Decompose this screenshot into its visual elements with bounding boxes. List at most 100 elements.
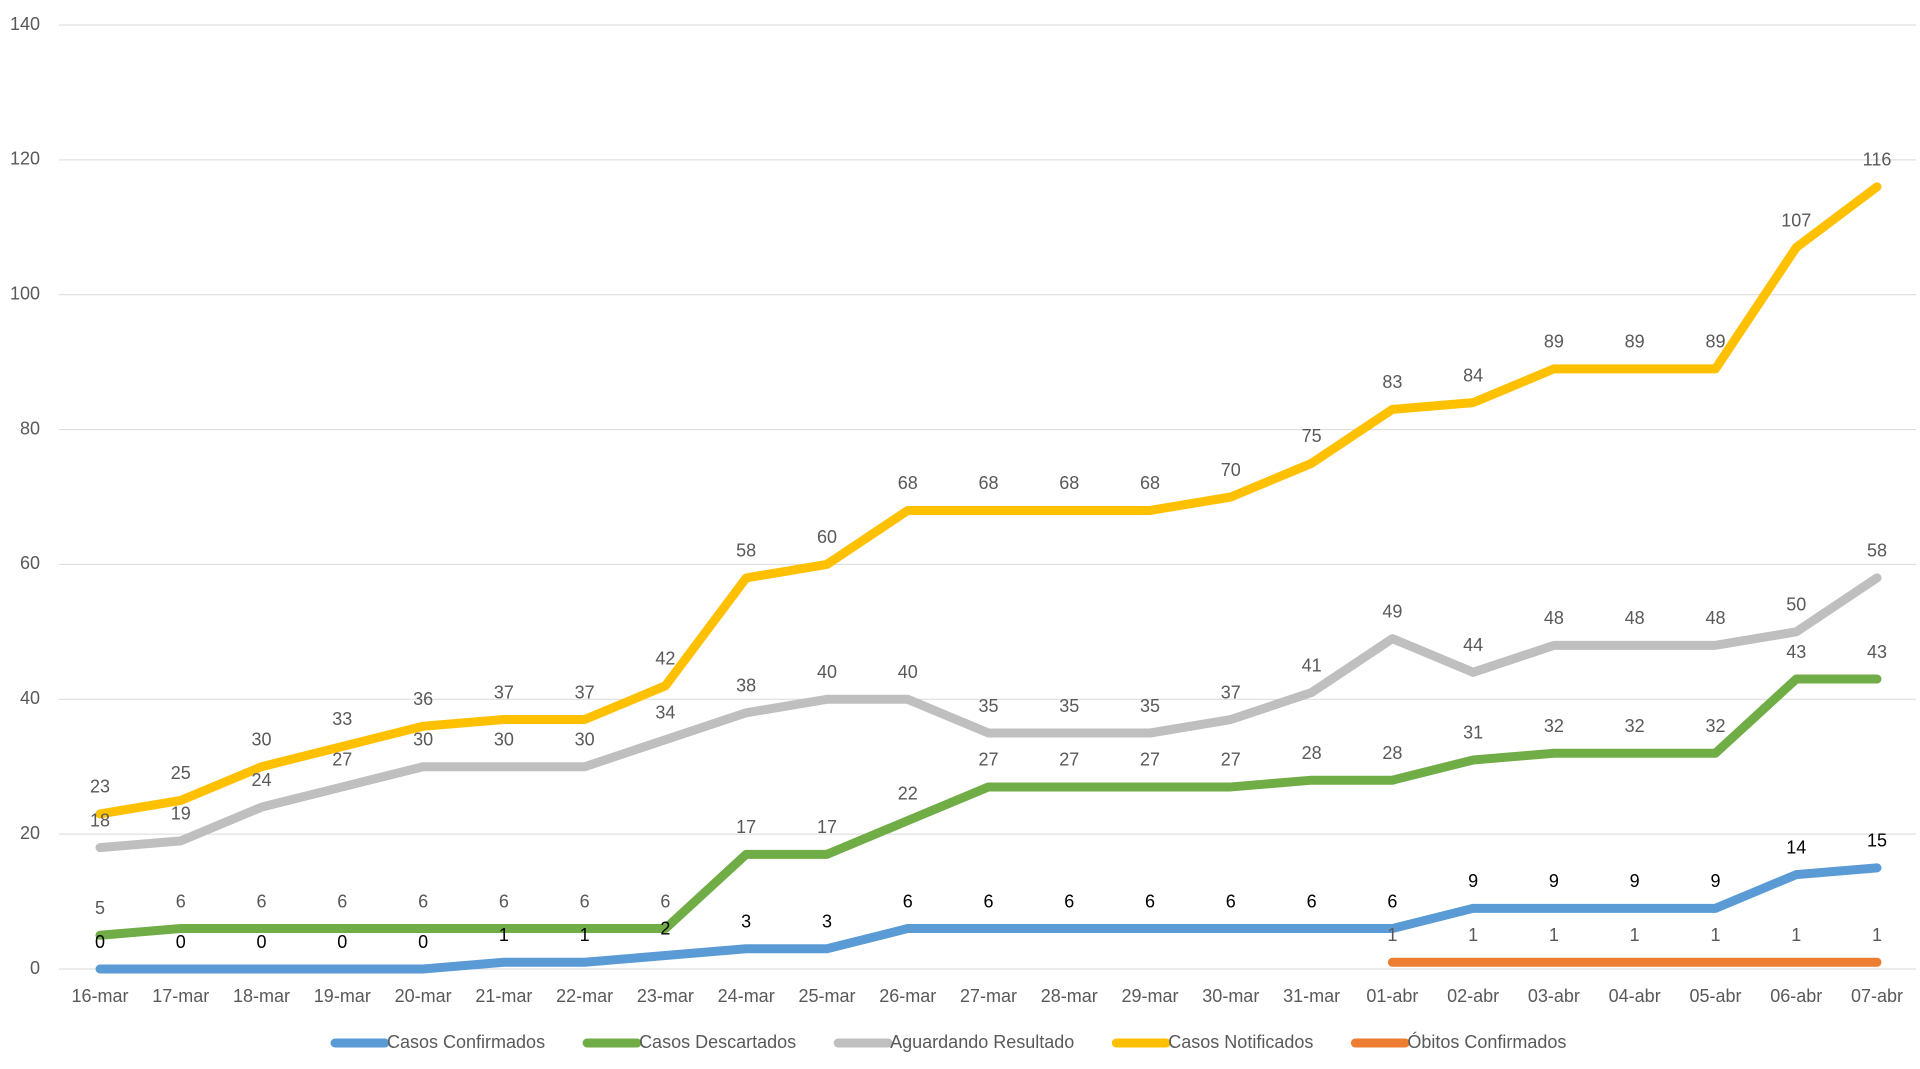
data-label: 27 [332, 750, 352, 770]
legend-label: Casos Confirmados [387, 1032, 545, 1052]
data-label: 0 [337, 932, 347, 952]
x-tick-label: 06-abr [1770, 986, 1822, 1006]
data-label: 68 [1059, 473, 1079, 493]
x-tick-label: 18-mar [233, 986, 290, 1006]
x-tick-label: 28-mar [1041, 986, 1098, 1006]
data-label: 37 [1221, 682, 1241, 702]
data-label: 35 [978, 696, 998, 716]
y-tick-label: 140 [10, 14, 40, 34]
series-line [95, 674, 1882, 940]
data-label: 32 [1625, 716, 1645, 736]
data-label: 17 [817, 817, 837, 837]
data-label: 31 [1463, 723, 1483, 743]
data-label: 35 [1140, 696, 1160, 716]
data-label: 6 [1145, 891, 1155, 911]
data-label: 42 [655, 649, 675, 669]
data-label: 75 [1302, 426, 1322, 446]
data-label: 60 [817, 527, 837, 547]
data-label: 40 [817, 662, 837, 682]
data-label: 14 [1786, 837, 1806, 857]
data-label: 41 [1302, 655, 1322, 675]
data-label: 27 [1221, 750, 1241, 770]
data-label: 30 [413, 729, 433, 749]
data-label: 0 [95, 932, 105, 952]
data-label: 116 [1863, 150, 1892, 170]
data-label: 33 [332, 709, 352, 729]
data-label: 48 [1705, 608, 1725, 628]
x-tick-label: 02-abr [1447, 986, 1499, 1006]
x-tick-label: 31-mar [1283, 986, 1340, 1006]
data-label: 37 [494, 682, 514, 702]
data-label: 1 [1549, 925, 1559, 945]
data-label: 1 [1387, 925, 1397, 945]
legend-label: Casos Notificados [1168, 1032, 1313, 1052]
data-label: 30 [494, 729, 514, 749]
data-label: 19 [171, 804, 191, 824]
data-label: 6 [903, 891, 913, 911]
series-line [95, 573, 1882, 853]
x-tick-label: 01-abr [1366, 986, 1418, 1006]
data-label: 3 [822, 912, 832, 932]
data-label: 84 [1463, 365, 1483, 385]
data-label: 50 [1786, 595, 1806, 615]
x-tick-label: 20-mar [395, 986, 452, 1006]
data-label: 83 [1382, 372, 1402, 392]
data-label: 36 [413, 689, 433, 709]
data-label: 25 [171, 763, 191, 783]
data-label: 9 [1710, 871, 1720, 891]
data-label: 6 [1226, 891, 1236, 911]
data-label: 9 [1549, 871, 1559, 891]
data-label: 89 [1625, 332, 1645, 352]
legend-label: Aguardando Resultado [890, 1032, 1074, 1052]
data-label: 89 [1544, 332, 1564, 352]
series-line [95, 182, 1882, 819]
x-tick-label: 24-mar [718, 986, 775, 1006]
data-label: 27 [1059, 750, 1079, 770]
data-label: 30 [575, 729, 595, 749]
x-tick-label: 17-mar [152, 986, 209, 1006]
x-tick-label: 03-abr [1528, 986, 1580, 1006]
data-label: 6 [1064, 891, 1074, 911]
data-label: 38 [736, 676, 756, 696]
data-label: 35 [1059, 696, 1079, 716]
data-label: 48 [1625, 608, 1645, 628]
y-tick-label: 100 [10, 283, 40, 303]
data-label: 28 [1382, 743, 1402, 763]
data-label: 6 [1307, 891, 1317, 911]
data-label: 28 [1302, 743, 1322, 763]
y-tick-label: 40 [20, 688, 40, 708]
data-label: 1 [499, 925, 509, 945]
data-label: 6 [660, 891, 670, 911]
data-label: 0 [176, 932, 186, 952]
x-tick-label: 26-mar [879, 986, 936, 1006]
data-label: 68 [898, 473, 918, 493]
data-label: 1 [1710, 925, 1720, 945]
data-label: 15 [1867, 831, 1887, 851]
data-label: 30 [252, 729, 272, 749]
x-tick-label: 30-mar [1202, 986, 1259, 1006]
x-tick-label: 16-mar [71, 986, 128, 1006]
data-label: 6 [580, 891, 590, 911]
data-label: 9 [1630, 871, 1640, 891]
data-label: 0 [418, 932, 428, 952]
data-label: 6 [1387, 891, 1397, 911]
data-label: 70 [1221, 460, 1241, 480]
data-label: 1 [1791, 925, 1801, 945]
data-label: 23 [90, 777, 110, 797]
data-label: 0 [257, 932, 267, 952]
x-tick-label: 23-mar [637, 986, 694, 1006]
x-tick-label: 27-mar [960, 986, 1017, 1006]
data-label: 24 [252, 770, 272, 790]
data-label: 40 [898, 662, 918, 682]
data-label: 6 [983, 891, 993, 911]
y-tick-label: 120 [10, 149, 40, 169]
data-label: 6 [337, 891, 347, 911]
data-label: 1 [1630, 925, 1640, 945]
x-tick-label: 29-mar [1122, 986, 1179, 1006]
data-label: 27 [1140, 750, 1160, 770]
data-label: 58 [736, 541, 756, 561]
data-label: 1 [1468, 925, 1478, 945]
data-label: 32 [1544, 716, 1564, 736]
data-label: 34 [655, 702, 675, 722]
